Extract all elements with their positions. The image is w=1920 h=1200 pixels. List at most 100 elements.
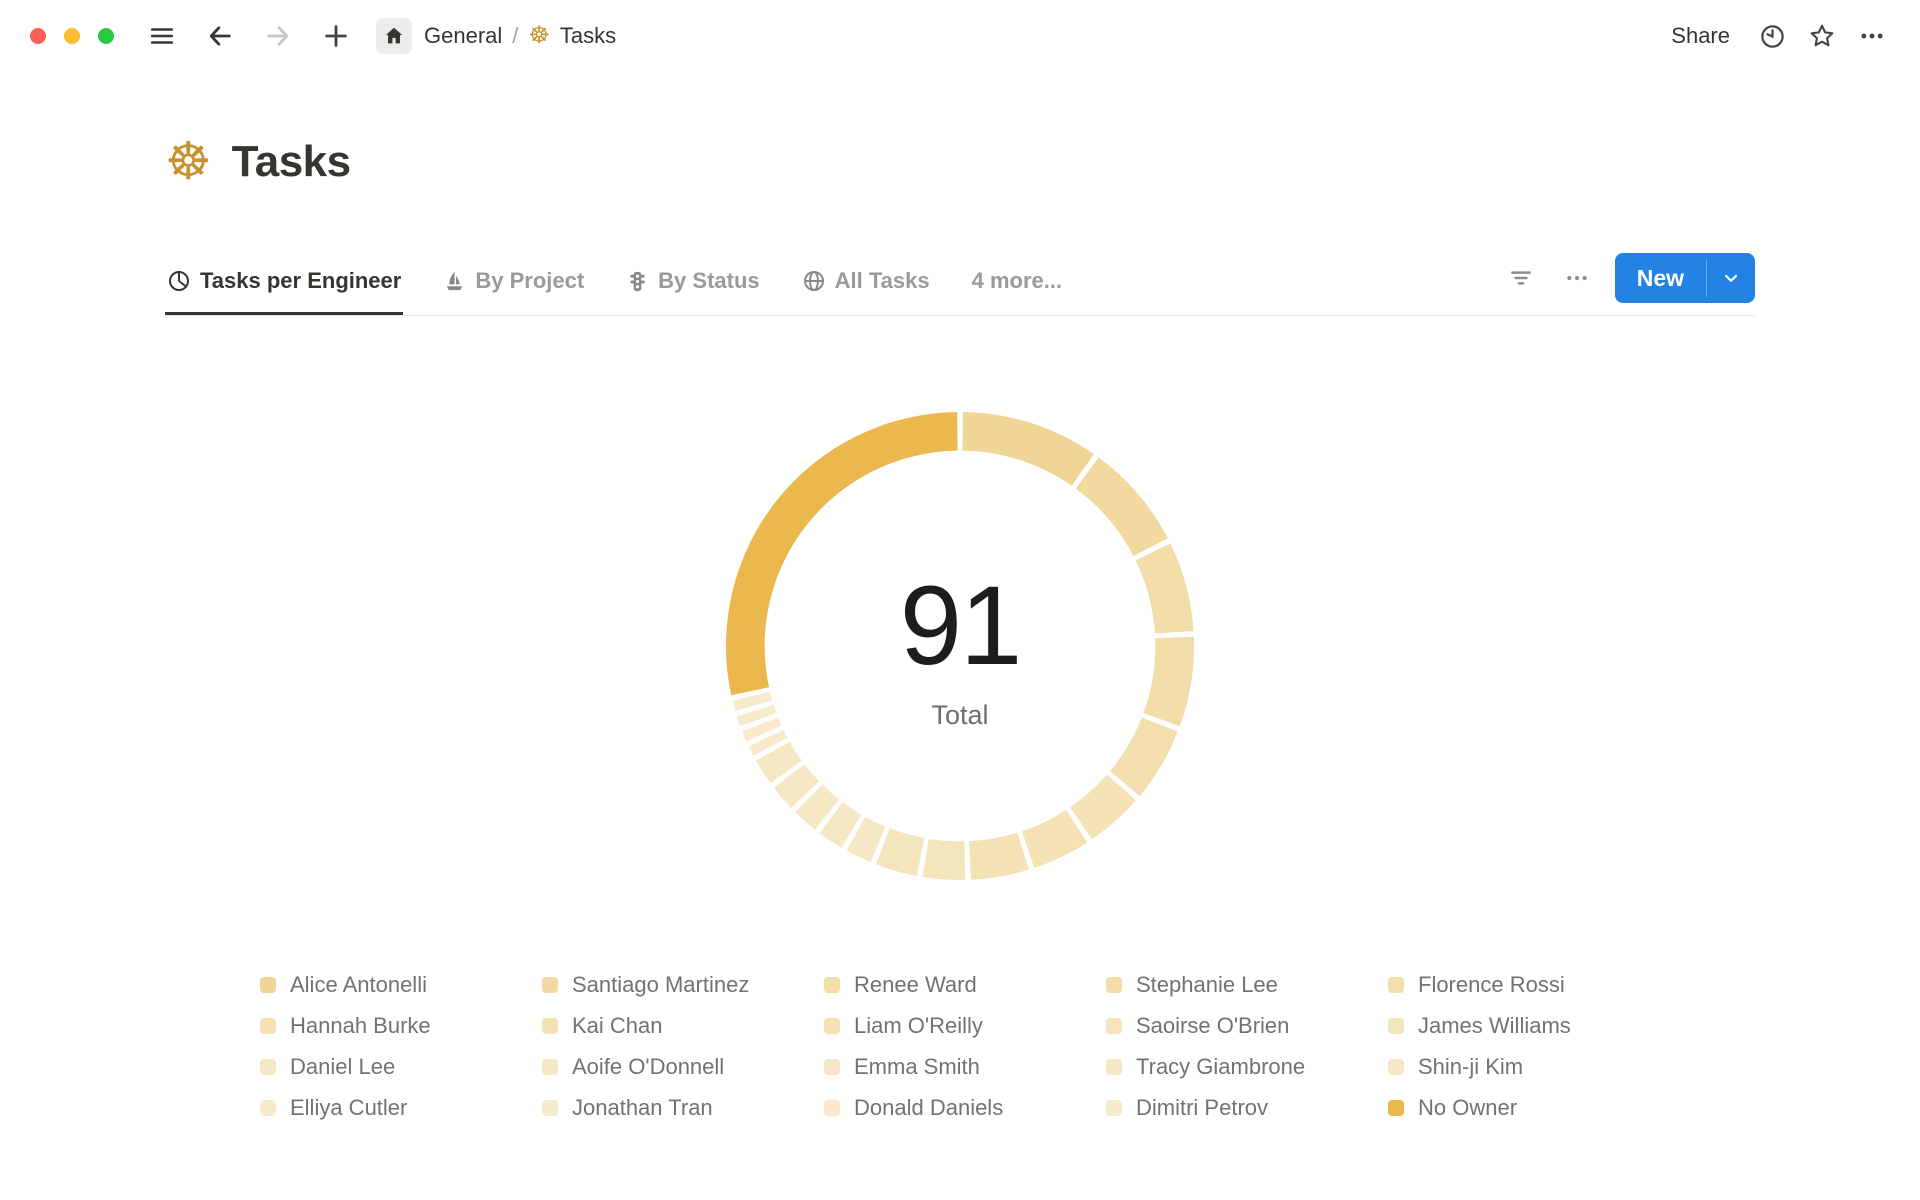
legend-label: Elliya Cutler xyxy=(290,1095,408,1120)
filter-icon[interactable] xyxy=(1503,260,1539,296)
legend-item[interactable]: Alice Antonelli xyxy=(260,972,532,998)
donut-segment-5[interactable] xyxy=(1070,774,1136,840)
donut-segment-0[interactable] xyxy=(962,411,1094,486)
menu-icon[interactable] xyxy=(144,18,180,54)
close-window-button[interactable] xyxy=(30,28,46,44)
legend-item[interactable]: Florence Rossi xyxy=(1388,972,1660,998)
legend-item[interactable]: Daniel Lee xyxy=(260,1054,532,1080)
ship-helm-icon: ☸ xyxy=(528,22,550,49)
share-button[interactable]: Share xyxy=(1671,23,1730,48)
legend-item[interactable]: Elliya Cutler xyxy=(260,1095,532,1121)
legend-item[interactable]: Kai Chan xyxy=(542,1013,814,1039)
legend-label: Daniel Lee xyxy=(290,1054,396,1079)
legend-swatch xyxy=(824,977,840,993)
donut-segment-8[interactable] xyxy=(922,838,966,881)
traffic-light-icon xyxy=(626,270,649,293)
legend-item[interactable]: Aoife O'Donnell xyxy=(542,1054,814,1080)
chart-legend: Alice Antonelli Santiago Martinez Renee Wa… xyxy=(260,972,1660,1121)
new-tab-plus-icon[interactable] xyxy=(318,18,354,54)
legend-swatch xyxy=(1388,977,1404,993)
legend-item[interactable]: Saoirse O'Brien xyxy=(1106,1013,1378,1039)
legend-label: Florence Rossi xyxy=(1418,972,1565,997)
view-options-ellipsis-icon[interactable] xyxy=(1559,260,1595,296)
legend-item[interactable]: Santiago Martinez xyxy=(542,972,814,998)
new-button-divider xyxy=(1706,259,1707,297)
legend-label: Liam O'Reilly xyxy=(854,1013,983,1038)
home-icon[interactable] xyxy=(376,18,412,54)
legend-swatch xyxy=(1388,1100,1404,1116)
donut-segment-15[interactable] xyxy=(748,729,788,756)
legend-label: Alice Antonelli xyxy=(290,972,427,997)
legend-label: No Owner xyxy=(1418,1095,1518,1120)
legend-swatch xyxy=(1106,977,1122,993)
donut-segment-1[interactable] xyxy=(1075,457,1168,557)
legend-label: Shin-ji Kim xyxy=(1418,1054,1524,1079)
forward-arrow-icon[interactable] xyxy=(260,18,296,54)
breadcrumb: General / ☸ Tasks xyxy=(424,23,616,49)
legend-item[interactable]: Donald Daniels xyxy=(824,1095,1096,1121)
legend-item[interactable]: Hannah Burke xyxy=(260,1013,532,1039)
legend-item[interactable]: Dimitri Petrov xyxy=(1106,1095,1378,1121)
legend-item[interactable]: Tracy Giambrone xyxy=(1106,1054,1378,1080)
legend-label: Saoirse O'Brien xyxy=(1136,1013,1290,1038)
donut-chart-svg xyxy=(725,411,1195,881)
legend-item[interactable]: Stephanie Lee xyxy=(1106,972,1378,998)
legend-label: Kai Chan xyxy=(572,1013,663,1038)
history-clock-icon[interactable] xyxy=(1754,18,1790,54)
new-button[interactable]: New xyxy=(1636,264,1684,291)
tab-by-status[interactable]: By Status xyxy=(624,268,761,315)
tab-all-tasks[interactable]: All Tasks xyxy=(800,268,932,315)
legend-swatch xyxy=(542,977,558,993)
legend-label: James Williams xyxy=(1418,1013,1571,1038)
donut-segment-3[interactable] xyxy=(1143,636,1195,727)
legend-item[interactable]: Shin-ji Kim xyxy=(1388,1054,1660,1080)
donut-segment-9[interactable] xyxy=(875,828,925,877)
legend-item[interactable]: Jonathan Tran xyxy=(542,1095,814,1121)
donut-segment-2[interactable] xyxy=(1135,543,1194,634)
minimize-window-button[interactable] xyxy=(64,28,80,44)
back-arrow-icon[interactable] xyxy=(202,18,238,54)
new-button-dropdown[interactable] xyxy=(1707,253,1755,303)
breadcrumb-page[interactable]: Tasks xyxy=(559,23,617,48)
donut-segment-12[interactable] xyxy=(795,784,839,830)
legend-swatch xyxy=(260,977,276,993)
legend-swatch xyxy=(1106,1059,1122,1075)
donut-segment-14[interactable] xyxy=(756,741,802,784)
zoom-window-button[interactable] xyxy=(98,28,114,44)
donut-segment-19[interactable] xyxy=(725,411,958,696)
legend-label: Renee Ward xyxy=(854,972,977,997)
donut-segment-17[interactable] xyxy=(736,704,777,727)
legend-swatch xyxy=(542,1100,558,1116)
legend-swatch xyxy=(542,1059,558,1075)
donut-segment-7[interactable] xyxy=(969,832,1029,880)
donut-segment-4[interactable] xyxy=(1109,717,1178,796)
donut-segment-11[interactable] xyxy=(819,802,862,848)
legend-label: Hannah Burke xyxy=(290,1013,431,1038)
legend-item[interactable]: Renee Ward xyxy=(824,972,1096,998)
breadcrumb-separator: / xyxy=(512,23,519,48)
legend-swatch xyxy=(260,1059,276,1075)
legend-swatch xyxy=(260,1018,276,1034)
window-controls xyxy=(30,28,114,44)
donut-segment-13[interactable] xyxy=(773,764,820,809)
page-header: ☸ Tasks xyxy=(165,136,1755,188)
pie-chart-icon xyxy=(167,269,191,293)
legend-item[interactable]: No Owner xyxy=(1388,1095,1660,1121)
legend-label: Santiago Martinez xyxy=(572,972,750,997)
legend-item[interactable]: Liam O'Reilly xyxy=(824,1013,1096,1039)
tab-more-views[interactable]: 4 more... xyxy=(970,268,1064,315)
tab-tasks-per-engineer[interactable]: Tasks per Engineer xyxy=(165,268,404,315)
legend-item[interactable]: Emma Smith xyxy=(824,1054,1096,1080)
tab-by-project[interactable]: By Project xyxy=(441,268,586,315)
legend-item[interactable]: James Williams xyxy=(1388,1013,1660,1039)
donut-segment-16[interactable] xyxy=(742,717,782,742)
donut-segment-6[interactable] xyxy=(1021,809,1088,868)
breadcrumb-workspace[interactable]: General xyxy=(424,23,503,48)
page-ship-helm-icon[interactable]: ☸ xyxy=(165,133,212,191)
more-ellipsis-icon[interactable] xyxy=(1854,18,1890,54)
donut-segment-18[interactable] xyxy=(732,691,773,711)
favorite-star-icon[interactable] xyxy=(1804,18,1840,54)
legend-swatch xyxy=(824,1059,840,1075)
chevron-down-icon xyxy=(1724,274,1738,282)
donut-segment-10[interactable] xyxy=(846,816,886,863)
